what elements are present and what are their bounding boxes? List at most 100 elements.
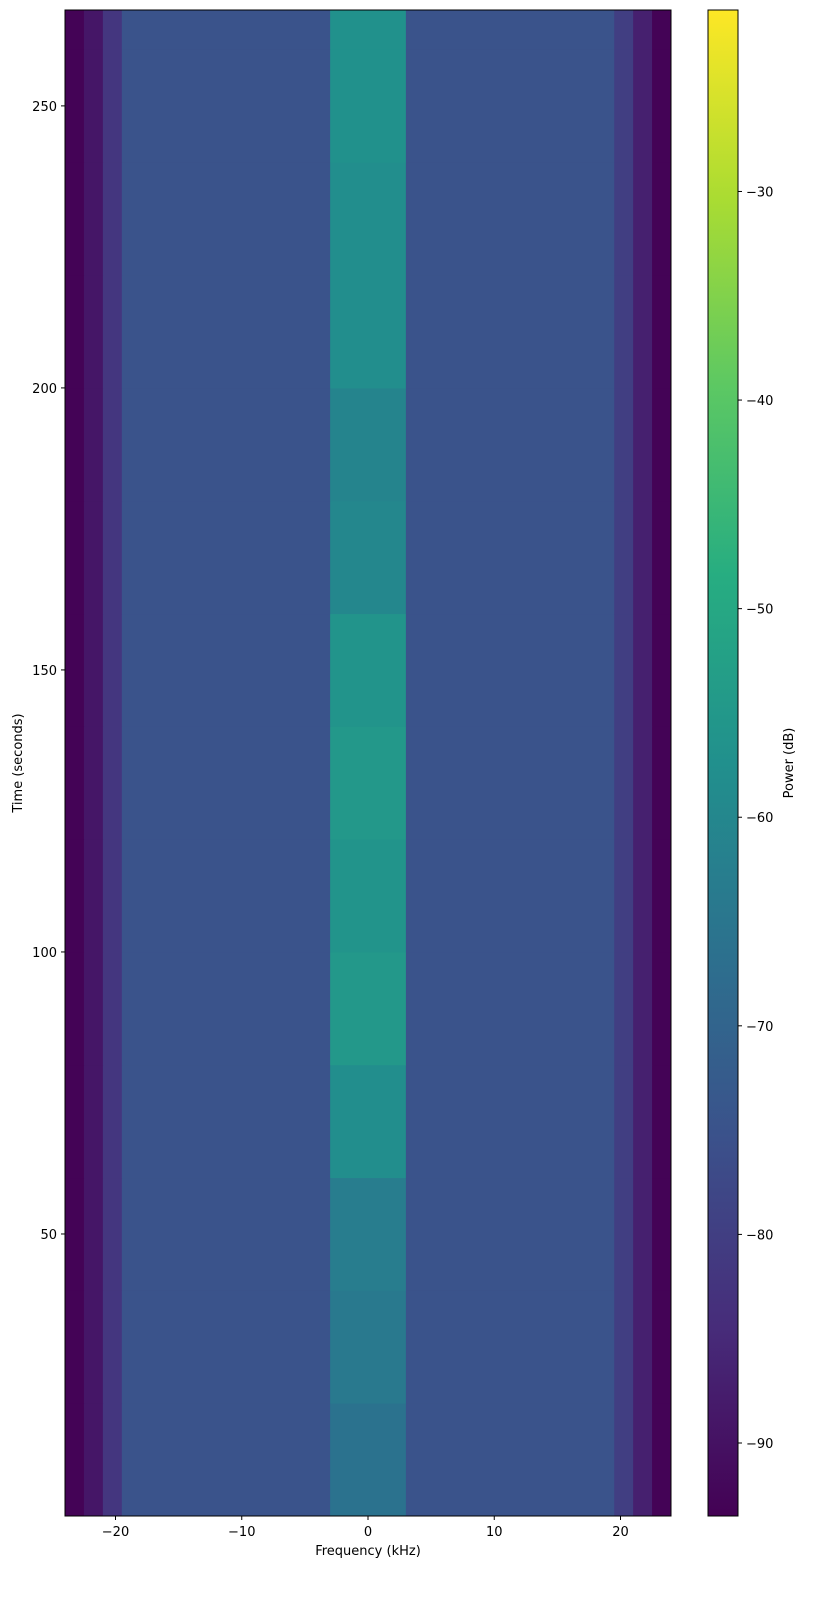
heatmap-cell xyxy=(330,10,407,50)
heatmap-cell xyxy=(614,839,634,953)
heatmap-cell xyxy=(330,951,407,1066)
heatmap-cell xyxy=(83,1290,104,1404)
heatmap-cell xyxy=(614,162,634,276)
heatmap-cell xyxy=(65,1290,85,1404)
heatmap-cell xyxy=(652,1290,672,1404)
heatmap-cell xyxy=(614,951,634,1066)
heatmap-cell xyxy=(121,10,331,50)
heatmap-cell xyxy=(652,839,672,953)
y-tick-label: 50 xyxy=(40,1228,57,1243)
heatmap-cell xyxy=(614,500,634,615)
heatmap-cell xyxy=(65,10,85,50)
heatmap-cell xyxy=(102,613,123,727)
colorbar-tick-label: −80 xyxy=(746,1228,773,1243)
heatmap-cell xyxy=(633,951,653,1066)
heatmap-cell xyxy=(102,275,123,389)
heatmap-cell xyxy=(614,387,634,502)
y-axis-label: Time (seconds) xyxy=(11,713,26,813)
heatmap-cell xyxy=(330,162,407,276)
heatmap-cell xyxy=(65,951,85,1066)
heatmap-cell xyxy=(121,500,331,615)
heatmap-cell xyxy=(102,49,123,163)
heatmap-cell xyxy=(633,275,653,389)
heatmap-cell xyxy=(121,951,331,1066)
heatmap-cell xyxy=(65,500,85,615)
heatmap-cell xyxy=(633,500,653,615)
heatmap-cell xyxy=(330,1064,407,1179)
heatmap-cell xyxy=(614,275,634,389)
heatmap-cell xyxy=(652,10,672,50)
heatmap-cell xyxy=(65,839,85,953)
heatmap-cell xyxy=(121,49,331,163)
heatmap-cell xyxy=(652,613,672,727)
heatmap-cell xyxy=(330,613,407,727)
heatmap-cell xyxy=(65,1177,85,1291)
heatmap-cell xyxy=(83,49,104,163)
heatmap-cell xyxy=(330,839,407,953)
heatmap-cell xyxy=(83,1064,104,1179)
heatmap-cell xyxy=(652,387,672,502)
heatmap-cell xyxy=(652,726,672,840)
heatmap-cell xyxy=(102,1290,123,1404)
colorbar xyxy=(707,9,739,1517)
heatmap-cell xyxy=(65,1064,85,1179)
heatmap-cell xyxy=(652,162,672,276)
heatmap-cell xyxy=(121,1177,331,1291)
heatmap-cell xyxy=(633,839,653,953)
x-tick-label: −20 xyxy=(102,1525,129,1540)
heatmap xyxy=(65,10,672,1517)
heatmap-cell xyxy=(83,162,104,276)
heatmap-cell xyxy=(614,10,634,50)
heatmap-cell xyxy=(405,1290,615,1404)
heatmap-cell xyxy=(633,613,653,727)
heatmap-cell xyxy=(102,951,123,1066)
heatmap-cell xyxy=(65,49,85,163)
heatmap-cell xyxy=(614,726,634,840)
heatmap-cell xyxy=(614,1290,634,1404)
heatmap-cell xyxy=(614,49,634,163)
heatmap-cell xyxy=(83,951,104,1066)
heatmap-cell xyxy=(614,613,634,727)
heatmap-cell xyxy=(614,1177,634,1291)
y-tick-label: 150 xyxy=(32,664,57,679)
heatmap-cell xyxy=(633,1177,653,1291)
heatmap-cell xyxy=(83,613,104,727)
y-tick-label: 250 xyxy=(32,100,57,115)
heatmap-cell xyxy=(652,951,672,1066)
heatmap-cell xyxy=(121,1064,331,1179)
heatmap-cell xyxy=(633,726,653,840)
heatmap-cell xyxy=(652,275,672,389)
x-tick-label: 20 xyxy=(612,1525,629,1540)
heatmap-cell xyxy=(652,1403,672,1517)
heatmap-cell xyxy=(330,1290,407,1404)
heatmap-cell xyxy=(633,1290,653,1404)
heatmap-cell xyxy=(405,387,615,502)
heatmap-cell xyxy=(102,1064,123,1179)
heatmap-cell xyxy=(330,275,407,389)
heatmap-cell xyxy=(652,1177,672,1291)
heatmap-cell xyxy=(330,1403,407,1517)
heatmap-cell xyxy=(121,839,331,953)
heatmap-cell xyxy=(405,613,615,727)
heatmap-cell xyxy=(633,1064,653,1179)
heatmap-cell xyxy=(102,726,123,840)
heatmap-cell xyxy=(83,387,104,502)
heatmap-cell xyxy=(83,10,104,50)
x-tick-label: 10 xyxy=(486,1525,503,1540)
heatmap-cell xyxy=(65,387,85,502)
colorbar-tick-label: −50 xyxy=(746,603,773,618)
heatmap-cell xyxy=(121,613,331,727)
heatmap-cell xyxy=(405,49,615,163)
heatmap-cell xyxy=(102,500,123,615)
heatmap-cell xyxy=(121,275,331,389)
heatmap-cell xyxy=(405,1177,615,1291)
y-tick-label: 200 xyxy=(32,382,57,397)
colorbar-tick-label: −60 xyxy=(746,811,773,826)
heatmap-cell xyxy=(65,162,85,276)
heatmap-cell xyxy=(614,1403,634,1517)
heatmap-cell xyxy=(405,162,615,276)
heatmap-cell xyxy=(652,49,672,163)
x-tick-label: 0 xyxy=(364,1525,372,1540)
heatmap-cell xyxy=(102,162,123,276)
colorbar-tick-label: −30 xyxy=(746,185,773,200)
